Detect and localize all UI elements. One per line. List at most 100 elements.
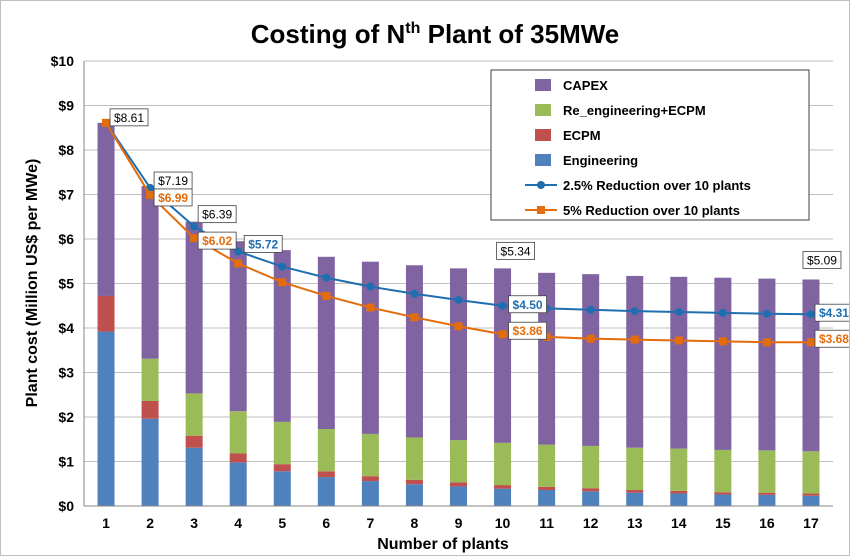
bar-capex: [582, 274, 600, 446]
legend-box: [490, 69, 810, 221]
bar-re-engineering-ecpm: [185, 393, 203, 436]
bar-engineering: [494, 488, 512, 506]
y-tick-label: $7: [58, 187, 74, 203]
legend-label: ECPM: [563, 128, 601, 143]
legend-label: Re_engineering+ECPM: [563, 103, 706, 118]
callout-frame: [814, 303, 849, 322]
line-point-square: [674, 336, 683, 345]
callout-frame: [508, 321, 547, 340]
callout-frame: [802, 251, 842, 269]
callout-frame: [243, 235, 283, 253]
axes: $0$1$2$3$4$5$6$7$8$9$101 2 3 4 5 6 7 8 9 10 11 12 13…: [51, 53, 833, 531]
bar-re-engineering-ecpm: [141, 358, 159, 401]
x-tick-label: 12: [583, 515, 599, 531]
line-point-circle: [322, 273, 331, 282]
x-tick-label: 17: [803, 515, 819, 531]
stacked-bars: [97, 122, 820, 506]
bar-engineering: [361, 481, 379, 506]
callout-frame: [197, 231, 237, 250]
x-tick-label: 4: [234, 515, 242, 531]
bar-engineering: [626, 492, 644, 506]
x-tick-label: 2: [146, 515, 154, 531]
y-tick-label: $8: [58, 142, 74, 158]
bar-engineering: [538, 489, 556, 506]
bar-engineering: [405, 484, 423, 506]
callout-box: $5.72: [243, 235, 283, 253]
bar-re-engineering-ecpm: [229, 411, 247, 454]
line-point-circle: [586, 305, 595, 314]
line-point-square: [190, 234, 199, 243]
bar-capex: [494, 268, 512, 443]
callout-box: $7.19: [153, 171, 193, 190]
line-point-circle: [718, 308, 727, 317]
bar-ecpm: [802, 493, 820, 496]
callout-box: $6.99: [153, 188, 193, 207]
bar-ecpm: [670, 490, 688, 494]
legend-marker-circle: [537, 181, 545, 189]
bar-capex: [626, 275, 644, 448]
bar-re-engineering-ecpm: [361, 433, 379, 477]
callout-label: $5.09: [807, 253, 837, 267]
line-point-square: [762, 338, 771, 347]
bar-re-engineering-ecpm: [405, 437, 423, 480]
callout-box: $3.86: [508, 321, 547, 340]
legend-swatch: [535, 79, 551, 91]
callout-label: $4.31: [819, 306, 849, 320]
bar-engineering: [582, 491, 600, 506]
callout-frame: [197, 205, 237, 224]
bar-capex: [670, 276, 688, 449]
y-tick-label: $3: [58, 365, 74, 381]
callout-box: $6.39: [197, 205, 237, 224]
x-tick-label: 13: [627, 515, 643, 531]
line-point-circle: [278, 262, 287, 271]
bar-ecpm: [185, 435, 203, 448]
line-point-square: [498, 330, 507, 339]
legend-label: 5% Reduction over 10 plants: [563, 203, 740, 218]
bar-engineering: [450, 486, 467, 506]
bar-ecpm: [361, 476, 379, 482]
bar-capex: [405, 265, 423, 438]
bar-ecpm: [582, 488, 600, 492]
callout-frame: [496, 241, 535, 260]
bar-ecpm: [450, 482, 467, 487]
callout-box: $4.50: [508, 295, 547, 314]
bar-engineering: [273, 471, 291, 506]
bar-ecpm: [714, 492, 732, 495]
bar-engineering: [802, 495, 820, 506]
x-tick-label: 5: [278, 515, 286, 531]
bar-ecpm: [494, 485, 512, 489]
line-point-square: [410, 313, 419, 322]
legend-label: CAPEX: [563, 78, 608, 93]
bar-engineering: [670, 493, 688, 506]
bar-capex: [229, 241, 247, 412]
bar-ecpm: [538, 486, 556, 490]
callout-frame: [153, 188, 193, 207]
legend: CAPEX Re_engineering+ECPM ECPM Engineering 2…: [490, 69, 810, 221]
line-point-circle: [762, 309, 771, 318]
bar-ecpm: [229, 453, 247, 463]
bar-re-engineering-ecpm: [538, 444, 556, 487]
line-point-circle: [366, 282, 375, 291]
line-point-square: [278, 278, 287, 287]
y-tick-label: $10: [51, 53, 75, 69]
bar-engineering: [317, 477, 335, 506]
y-tick-label: $1: [58, 454, 74, 470]
callout-frame: [508, 295, 547, 314]
bar-re-engineering-ecpm: [273, 421, 291, 465]
legend-label: 2.5% Reduction over 10 plants: [563, 178, 751, 193]
y-tick-label: $6: [58, 231, 74, 247]
callout-label: $5.72: [248, 237, 278, 251]
line-point-circle: [806, 310, 815, 319]
x-tick-label: 1: [102, 515, 110, 531]
x-tick-label: 8: [411, 515, 419, 531]
bar-engineering: [185, 447, 203, 506]
bar-engineering: [714, 494, 732, 506]
y-axis-title: Plant cost (Million US$ per MWe): [24, 159, 41, 408]
callout-box: $3.68: [814, 329, 849, 348]
legend-swatch: [535, 104, 551, 116]
bar-capex: [450, 268, 467, 441]
x-tick-label: 3: [190, 515, 198, 531]
bar-capex: [714, 277, 732, 450]
bar-ecpm: [758, 492, 776, 495]
